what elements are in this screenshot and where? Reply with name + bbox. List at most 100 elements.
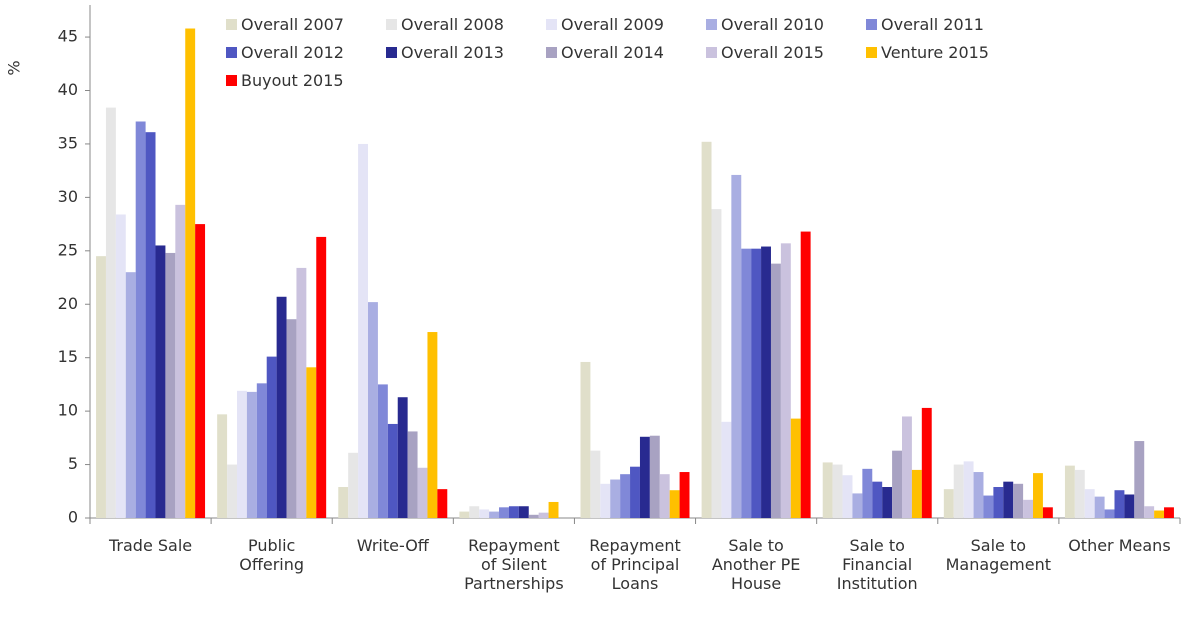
bar (489, 511, 500, 518)
legend-label: Overall 2009 (561, 14, 664, 34)
bar (1114, 490, 1125, 518)
bar (1154, 510, 1165, 518)
x-tick-label: Public Offering (239, 536, 305, 574)
legend-swatch (866, 18, 877, 30)
legend-swatch (226, 18, 237, 30)
bar (499, 507, 509, 518)
y-tick-label: 20 (58, 294, 78, 313)
legend-swatch (226, 74, 237, 86)
legend-label: Overall 2012 (241, 42, 344, 62)
bar (296, 267, 307, 518)
bar (983, 495, 994, 518)
legend-label: Overall 2015 (721, 42, 824, 62)
bar (800, 231, 811, 518)
bar (469, 506, 480, 518)
legend-item: Overall 2015 (706, 38, 866, 66)
y-tick-label: 30 (58, 187, 78, 206)
bar (770, 263, 781, 518)
bar (882, 487, 893, 518)
legend-label: Overall 2014 (561, 42, 664, 62)
bar (679, 472, 690, 518)
bar (276, 296, 287, 518)
legend-item: Overall 2013 (386, 38, 546, 66)
y-tick-label: 5 (68, 454, 78, 473)
bar (306, 367, 317, 518)
bar (175, 204, 186, 518)
bar (953, 464, 964, 518)
bar (508, 506, 519, 518)
bar (1003, 481, 1014, 518)
bar (256, 383, 267, 518)
bar (649, 435, 660, 518)
bar (479, 509, 490, 518)
bar (721, 421, 732, 518)
x-tick-label: Repayment of Principal Loans (589, 536, 681, 593)
bar (620, 474, 631, 518)
bar (528, 514, 539, 518)
bar (246, 391, 257, 518)
y-tick-label: 0 (68, 508, 78, 527)
y-tick-label: 35 (58, 133, 78, 152)
bar (590, 450, 601, 518)
bar (125, 272, 136, 518)
bar (993, 487, 1004, 518)
legend-item: Venture 2015 (866, 38, 1026, 66)
bar (921, 407, 932, 518)
x-tick-label: Other Means (1068, 536, 1171, 555)
legend-swatch (386, 18, 397, 30)
bar (639, 436, 650, 518)
bar (1124, 494, 1135, 518)
y-tick-label: 10 (58, 401, 78, 420)
bar (892, 450, 902, 518)
y-tick-label: 40 (58, 80, 78, 99)
x-tick-label: Sale to Financial Institution (836, 536, 918, 593)
legend-item: Overall 2011 (866, 10, 1026, 38)
legend-label: Overall 2011 (881, 14, 984, 34)
bar (669, 490, 680, 518)
bar (751, 248, 762, 519)
bar (711, 209, 722, 518)
x-tick-label: Trade Sale (108, 536, 193, 555)
bar (790, 418, 801, 518)
bar (397, 397, 408, 518)
bar (437, 489, 448, 518)
x-tick-label: Sale to Management (945, 536, 1052, 574)
bar (943, 489, 954, 518)
bar (911, 469, 922, 518)
y-axis-label: % (5, 60, 24, 75)
x-tick-label: Repayment of Silent Partnerships (464, 536, 564, 593)
legend-item: Overall 2008 (386, 10, 546, 38)
bar (1013, 483, 1024, 518)
bar (135, 121, 146, 519)
bar (427, 332, 438, 518)
bar (338, 487, 349, 518)
bar (96, 256, 106, 518)
bar (227, 464, 237, 518)
bar (610, 479, 621, 518)
y-tick-label: 45 (58, 27, 78, 46)
bar (417, 467, 428, 518)
bar (377, 384, 388, 518)
bar (1023, 499, 1034, 518)
legend-swatch (866, 46, 877, 58)
legend: Overall 2007 Overall 2008 Overall 2009 Over… (226, 10, 1184, 94)
y-tick-label: 25 (58, 240, 78, 259)
bar (1104, 509, 1115, 518)
legend-item: Overall 2014 (546, 38, 706, 66)
bar (780, 243, 791, 519)
y-tick-label: 15 (58, 347, 78, 366)
legend-item: Overall 2012 (226, 38, 386, 66)
bar (600, 483, 611, 518)
bar (1144, 506, 1155, 518)
legend-label: Venture 2015 (881, 42, 989, 62)
bar (1164, 507, 1174, 518)
bar (407, 431, 418, 518)
bar (963, 461, 974, 518)
legend-swatch (226, 46, 237, 58)
legend-item: Overall 2010 (706, 10, 866, 38)
bar (1042, 507, 1053, 518)
bar (852, 493, 863, 518)
legend-label: Overall 2013 (401, 42, 504, 62)
bar (217, 414, 228, 518)
bar (266, 356, 277, 518)
